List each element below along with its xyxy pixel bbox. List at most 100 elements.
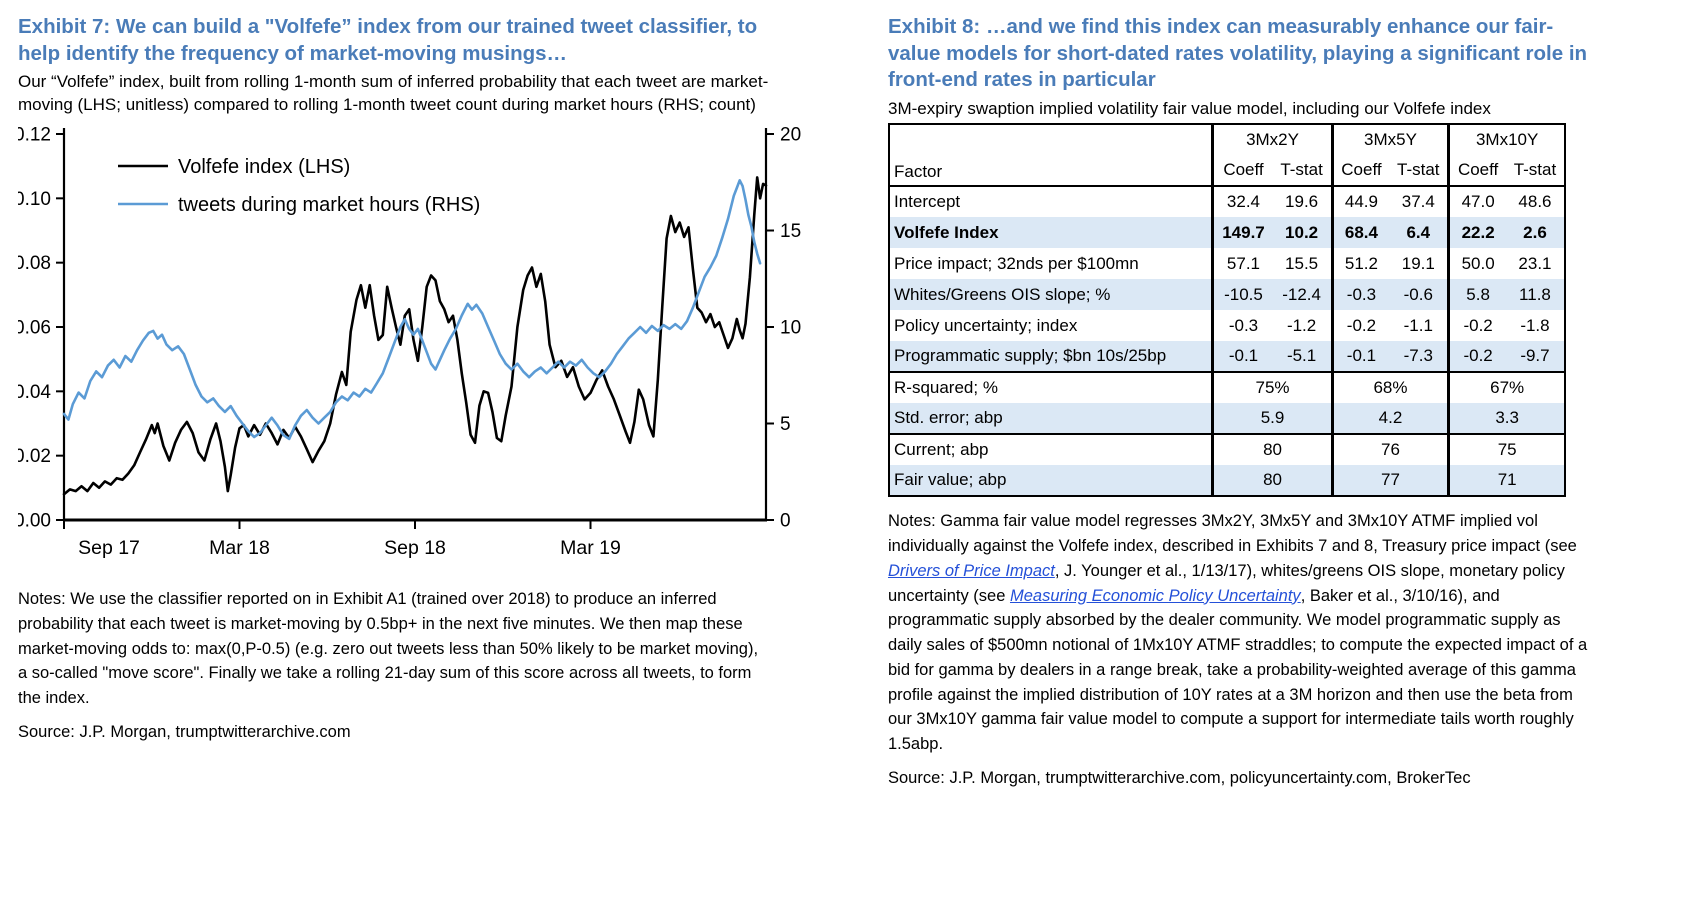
value-cell: 23.1 bbox=[1518, 253, 1552, 273]
left-axis-tick-label: 0.04 bbox=[18, 382, 51, 403]
value-cell: 80 bbox=[1211, 465, 1333, 497]
value-cell: -9.7 bbox=[1505, 341, 1565, 373]
table-row: Price impact; 32nds per $100mn 57.1 15.5 51… bbox=[889, 248, 1565, 280]
value-cell: 44.9 bbox=[1330, 186, 1390, 218]
left-axis-tick-label: 0.06 bbox=[18, 318, 51, 339]
legend-label: Volfefe index (LHS) bbox=[178, 156, 350, 178]
exhibit7-source: Source: J.P. Morgan, trumptwitterarchive… bbox=[18, 722, 351, 741]
table-subheader-tstat: T-stat bbox=[1389, 155, 1449, 188]
exhibit8-notes: Notes: Gamma fair value model regresses … bbox=[888, 509, 1598, 757]
exhibit8-title: Exhibit 8: …and we find this index can m… bbox=[888, 15, 1588, 92]
table-summary-row: Current; abp 80 76 75 bbox=[889, 433, 1565, 466]
value-cell: -7.3 bbox=[1389, 341, 1449, 373]
value-cell: 68.4 bbox=[1330, 217, 1390, 249]
x-axis-tick-label: Sep 17 bbox=[78, 537, 140, 559]
table-group-header-row: Factor 3Mx2Y 3Mx5Y 3Mx10Y bbox=[889, 124, 1565, 188]
table-header-3mx10y: 3Mx10Y bbox=[1447, 124, 1565, 156]
table-summary-row: Std. error; abp 5.9 4.2 3.3 bbox=[889, 403, 1565, 435]
value-cell: 48.6 bbox=[1518, 192, 1552, 212]
value-cell: 149.7 bbox=[1211, 217, 1273, 249]
table-subheader-coeff: Coeff bbox=[1330, 155, 1390, 188]
table-header-3mx5y: 3Mx5Y bbox=[1330, 124, 1449, 156]
value-cell: 51.2 bbox=[1330, 248, 1390, 280]
two-column-layout: Exhibit 7: We can build a "Volfefe” inde… bbox=[14, 14, 1699, 788]
value-cell: 19.6 bbox=[1285, 192, 1319, 212]
table-header-3mx2y: 3Mx2Y bbox=[1211, 124, 1333, 156]
exhibit7-section: Exhibit 7: We can build a "Volfefe” inde… bbox=[14, 14, 826, 788]
exhibit8-subtitle: 3M-expiry swaption implied volatility fa… bbox=[888, 98, 1491, 118]
value-cell: 37.4 bbox=[1401, 192, 1435, 212]
right-axis-tick-label: 5 bbox=[780, 414, 791, 435]
notes-text-segment: , J. Younger et al., 1/13/17), whites/gr… bbox=[888, 561, 1565, 605]
factor-cell: Volfefe Index bbox=[889, 217, 1213, 249]
value-cell: -0.3 bbox=[1211, 310, 1273, 342]
value-cell: 47.0 bbox=[1447, 186, 1506, 218]
value-cell: -0.1 bbox=[1330, 341, 1390, 373]
exhibit7-subtitle: Our “Volfefe” index, built from rolling … bbox=[18, 72, 769, 114]
value-cell: -0.2 bbox=[1330, 310, 1390, 342]
table-summary-row: R-squared; % 75% 68% 67% bbox=[889, 371, 1565, 404]
left-axis-tick-label: 0.02 bbox=[18, 446, 51, 467]
factor-cell: Std. error; abp bbox=[889, 403, 1213, 435]
factor-cell: Intercept bbox=[894, 192, 961, 212]
exhibit7-notes: Notes: We use the classifier reported on… bbox=[18, 590, 759, 708]
factor-cell: R-squared; % bbox=[889, 371, 1213, 404]
table-subheader-coeff: Coeff bbox=[1211, 155, 1273, 188]
table-summary-row: Fair value; abp 80 77 71 bbox=[889, 465, 1565, 497]
left-axis-tick-label: 0.08 bbox=[18, 253, 51, 274]
table-header: Factor 3Mx2Y 3Mx5Y 3Mx10Y Coeff T-stat C… bbox=[889, 124, 1565, 188]
value-cell: 3.3 bbox=[1447, 403, 1565, 435]
left-axis-tick-label: 0.12 bbox=[18, 125, 51, 146]
factor-cell: Price impact; 32nds per $100mn bbox=[894, 253, 1139, 273]
fair-value-table: Factor 3Mx2Y 3Mx5Y 3Mx10Y Coeff T-stat C… bbox=[888, 123, 1566, 498]
value-cell: 6.4 bbox=[1389, 217, 1449, 249]
factor-cell: Current; abp bbox=[889, 433, 1213, 466]
value-cell: 5.8 bbox=[1447, 279, 1506, 311]
tweets-line bbox=[62, 179, 762, 441]
value-cell: -1.8 bbox=[1520, 315, 1550, 335]
left-axis-tick-label: 0.10 bbox=[18, 189, 51, 210]
x-axis-tick-label: Mar 19 bbox=[560, 537, 621, 559]
value-cell: 68% bbox=[1330, 371, 1449, 404]
value-cell: -0.2 bbox=[1447, 341, 1506, 373]
value-cell: 71 bbox=[1447, 465, 1565, 497]
table-subheader-tstat: T-stat bbox=[1272, 155, 1333, 188]
value-cell: 77 bbox=[1330, 465, 1449, 497]
notes-text-segment: , Baker et al., 3/10/16), and programmat… bbox=[888, 586, 1588, 754]
value-cell: 4.2 bbox=[1330, 403, 1449, 435]
volfefe-index-line bbox=[62, 176, 768, 496]
value-cell: 15.5 bbox=[1285, 253, 1319, 273]
right-axis-tick-label: 10 bbox=[780, 318, 801, 339]
legend-label: tweets during market hours (RHS) bbox=[178, 194, 480, 216]
table-row: Programmatic supply; $bn 10s/25bp -0.1 -5.… bbox=[889, 341, 1565, 373]
factor-cell: Whites/Greens OIS slope; % bbox=[889, 279, 1213, 311]
notes-text-segment: Notes: Gamma fair value model regresses … bbox=[888, 512, 1577, 556]
x-axis-tick-label: Mar 18 bbox=[209, 537, 270, 559]
factor-cell: Fair value; abp bbox=[889, 465, 1213, 497]
factor-cell: Policy uncertainty; index bbox=[894, 315, 1078, 335]
value-cell: 5.9 bbox=[1211, 403, 1333, 435]
right-axis-tick-label: 0 bbox=[780, 511, 791, 532]
factor-cell: Programmatic supply; $bn 10s/25bp bbox=[889, 341, 1213, 373]
value-cell: -12.4 bbox=[1272, 279, 1333, 311]
exhibit7-title: Exhibit 7: We can build a "Volfefe” inde… bbox=[18, 15, 758, 65]
volfefe-chart-svg: 0.00 0.02 0.04 0.06 0.08 0.10 0.12 0 5 10 15 20 Sep … bbox=[14, 125, 801, 560]
value-cell: -1.2 bbox=[1286, 315, 1317, 335]
value-cell: 50.0 bbox=[1447, 248, 1506, 280]
table-header-factor: Factor bbox=[889, 124, 1213, 188]
exhibit8-section: Exhibit 8: …and we find this index can m… bbox=[888, 14, 1604, 788]
exhibit8-source: Source: J.P. Morgan, trumptwitterarchive… bbox=[888, 768, 1471, 787]
value-cell: -0.2 bbox=[1447, 310, 1506, 342]
value-cell: 2.6 bbox=[1505, 217, 1565, 249]
notes-hyperlink[interactable]: Drivers of Price Impact bbox=[888, 561, 1055, 580]
value-cell: -10.5 bbox=[1211, 279, 1273, 311]
table-row: Policy uncertainty; index -0.3 -1.2 -0.2 -1.… bbox=[889, 310, 1565, 342]
value-cell: 75% bbox=[1211, 371, 1333, 404]
value-cell: -0.3 bbox=[1330, 279, 1390, 311]
value-cell: 76 bbox=[1330, 433, 1449, 466]
value-cell: 10.2 bbox=[1272, 217, 1333, 249]
left-axis-tick-label: 0.00 bbox=[18, 511, 51, 532]
value-cell: 19.1 bbox=[1401, 253, 1435, 273]
notes-hyperlink[interactable]: Measuring Economic Policy Uncertainty bbox=[1009, 586, 1301, 605]
